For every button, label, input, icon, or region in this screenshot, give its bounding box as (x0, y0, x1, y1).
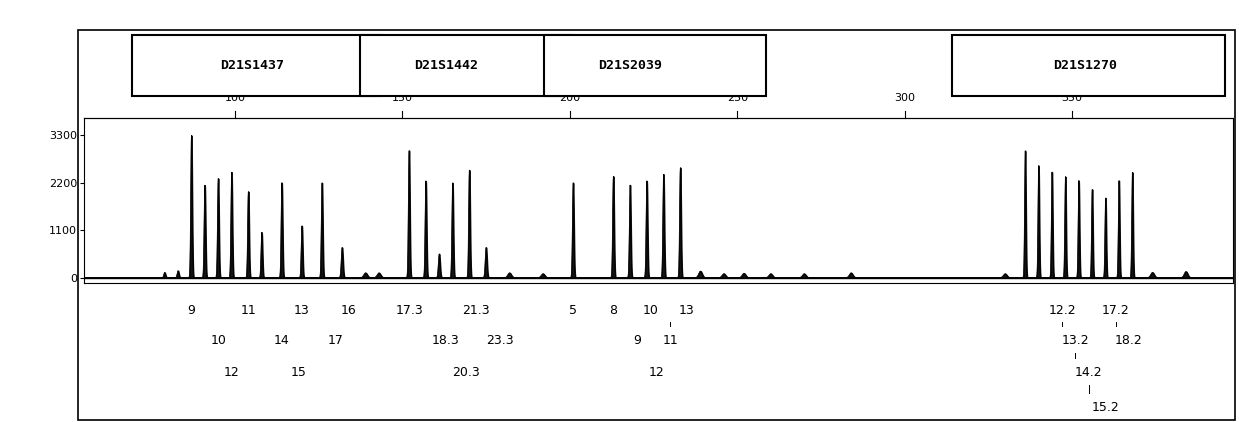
Text: 11: 11 (240, 303, 256, 316)
Text: 14.2: 14.2 (1075, 366, 1103, 379)
Text: D21S1270: D21S1270 (1053, 59, 1118, 72)
Text: 10: 10 (211, 334, 227, 347)
Text: 200: 200 (559, 92, 580, 103)
Text: 11: 11 (663, 334, 678, 347)
Text: 18.3: 18.3 (432, 334, 460, 347)
Text: 13.2: 13.2 (1062, 334, 1089, 347)
Text: 350: 350 (1062, 92, 1083, 103)
Text: 15: 15 (291, 366, 306, 379)
Text: 18.2: 18.2 (1115, 334, 1142, 347)
Text: 5: 5 (569, 303, 577, 316)
Text: 8: 8 (610, 303, 617, 316)
Text: 21.3: 21.3 (462, 303, 489, 316)
Text: 20.3: 20.3 (452, 366, 479, 379)
Text: D21S1442: D21S1442 (414, 59, 478, 72)
Text: D21S2039: D21S2039 (598, 59, 662, 72)
Text: 17.2: 17.2 (1101, 303, 1130, 316)
Text: 12.2: 12.2 (1048, 303, 1075, 316)
Text: 23.3: 23.3 (486, 334, 513, 347)
Text: 13: 13 (679, 303, 695, 316)
Text: 12: 12 (649, 366, 665, 379)
Text: 16: 16 (341, 303, 357, 316)
Text: 12: 12 (224, 366, 239, 379)
Text: 13: 13 (294, 303, 310, 316)
Text: 100: 100 (224, 92, 245, 103)
Text: 150: 150 (392, 92, 413, 103)
Text: 17: 17 (327, 334, 343, 347)
Text: D21S1437: D21S1437 (219, 59, 284, 72)
Text: 10: 10 (642, 303, 658, 316)
Text: 9: 9 (633, 334, 641, 347)
Text: 9: 9 (187, 303, 196, 316)
Text: 14: 14 (274, 334, 290, 347)
Text: 300: 300 (895, 92, 916, 103)
Text: 250: 250 (726, 92, 748, 103)
Text: 17.3: 17.3 (395, 303, 422, 316)
Text: 15.2: 15.2 (1092, 401, 1119, 414)
